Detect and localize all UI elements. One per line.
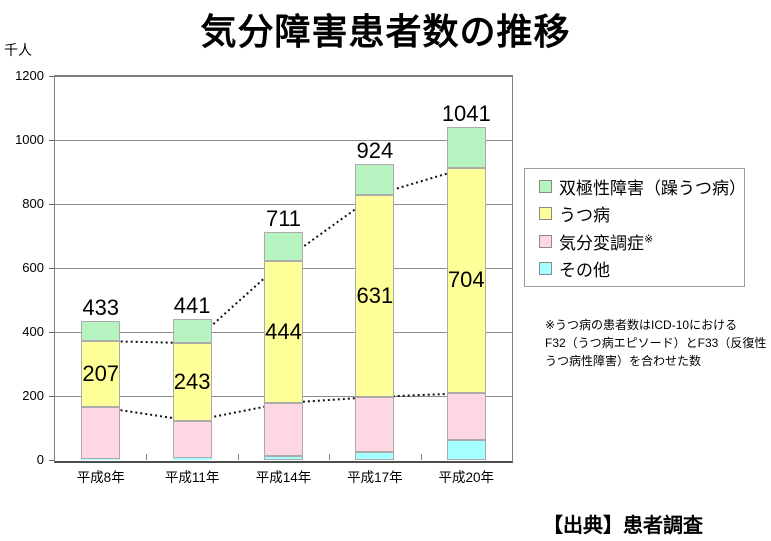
legend-swatch-icon bbox=[539, 180, 552, 194]
x-axis-label: 平成20年 bbox=[438, 470, 495, 485]
legend-item-label: 気分変調症※ bbox=[559, 232, 654, 253]
bar-total-label: 924 bbox=[356, 138, 394, 164]
trend-dotted-line-0 bbox=[100, 166, 467, 345]
y-axis-tick-label: 200 bbox=[22, 388, 44, 403]
x-axis-label: 平成11年 bbox=[164, 470, 220, 485]
x-axis-tick-mark bbox=[329, 454, 331, 460]
bar-segment-気分変調症 bbox=[446, 393, 486, 440]
legend-item-0: 双極性障害（躁うつ病） bbox=[539, 175, 746, 199]
y-axis-tick-label: 600 bbox=[22, 260, 44, 275]
y-axis-tick-mark bbox=[49, 331, 54, 333]
bar-segment-うつ病 bbox=[446, 167, 486, 394]
y-axis-tick-mark bbox=[49, 267, 54, 269]
bar-total-label: 441 bbox=[173, 292, 211, 318]
bar-segment-気分変調症 bbox=[355, 396, 395, 452]
legend-swatch-icon bbox=[539, 207, 552, 221]
x-axis-tick-mark bbox=[237, 454, 239, 460]
bar-segment-うつ病 bbox=[172, 343, 212, 421]
legend-item-label: うつ病 bbox=[559, 206, 610, 226]
x-axis-label: 平成17年 bbox=[347, 470, 403, 485]
bar-segment-その他 bbox=[172, 458, 212, 460]
bar-total-label: 711 bbox=[265, 206, 302, 232]
bar-value-label: 243 bbox=[173, 369, 211, 395]
y-axis-tick-label: 1200 bbox=[15, 68, 44, 83]
legend-item-2: 気分変調症※ bbox=[539, 229, 744, 253]
source-citation: 【出典】患者調査 bbox=[543, 515, 703, 537]
bar-segment-双極性障害（躁うつ病） bbox=[81, 321, 121, 341]
y-axis-tick-mark bbox=[49, 395, 54, 397]
bar-total-label: 433 bbox=[82, 295, 120, 321]
y-axis-tick-label: 800 bbox=[22, 196, 44, 211]
chart-title: 気分障害患者数の推移 bbox=[200, 11, 571, 52]
y-axis-unit-label: 千人 bbox=[4, 42, 32, 58]
x-axis-label: 平成14年 bbox=[255, 470, 312, 485]
bar-segment-気分変調症 bbox=[264, 403, 303, 456]
bar-segment-気分変調症 bbox=[81, 407, 121, 460]
x-axis-tick-mark bbox=[420, 454, 422, 460]
bar-value-label: 704 bbox=[447, 267, 485, 293]
legend-item-label: その他 bbox=[559, 260, 610, 280]
bar-segment-その他 bbox=[264, 455, 303, 460]
bar-segment-その他 bbox=[355, 452, 395, 460]
footnote-note: ※うつ病の患者数はICD-10における F32（うつ病エピソード）とF33（反復… bbox=[545, 318, 767, 368]
chart-legend: 双極性障害（躁うつ病） うつ病気分変調症※ その他 bbox=[524, 168, 746, 287]
bar-value-label: 631 bbox=[356, 283, 394, 308]
y-axis-tick-mark bbox=[49, 139, 54, 141]
gridline-800 bbox=[55, 203, 512, 205]
legend-footnote-marker: ※ bbox=[644, 232, 654, 245]
legend-swatch-icon bbox=[539, 234, 552, 248]
bar-value-label: 444 bbox=[265, 319, 302, 344]
y-axis-tick-label: 1000 bbox=[15, 132, 44, 147]
bar-segment-うつ病 bbox=[355, 195, 395, 397]
legend-item-label: 双極性障害（躁うつ病） bbox=[559, 179, 746, 199]
legend-swatch-icon bbox=[539, 261, 552, 275]
y-axis-tick-mark bbox=[49, 203, 54, 205]
legend-item-1: うつ病 bbox=[539, 202, 744, 226]
y-axis-tick-label: 400 bbox=[22, 324, 44, 339]
bar-segment-その他 bbox=[81, 459, 121, 460]
bar-segment-うつ病 bbox=[81, 340, 121, 408]
bar-segment-うつ病 bbox=[264, 260, 303, 404]
bar-total-label: 1041 bbox=[441, 100, 491, 126]
bar-segment-双極性障害（躁うつ病） bbox=[446, 126, 486, 168]
bar-segment-双極性障害（躁うつ病） bbox=[355, 164, 395, 196]
x-axis-label: 平成8年 bbox=[76, 470, 125, 485]
bar-segment-気分変調症 bbox=[172, 420, 212, 459]
x-axis-tick-mark bbox=[146, 454, 148, 460]
bar-segment-その他 bbox=[446, 439, 486, 460]
y-axis-tick-mark bbox=[49, 75, 54, 77]
legend-item-3: その他 bbox=[539, 256, 744, 280]
bar-segment-双極性障害（躁うつ病） bbox=[264, 232, 303, 261]
bar-value-label: 207 bbox=[82, 361, 120, 387]
y-axis-tick-mark bbox=[49, 459, 54, 461]
y-axis-tick-label: 0 bbox=[36, 452, 44, 467]
bar-segment-双極性障害（躁うつ病） bbox=[172, 318, 212, 344]
gridline-1000 bbox=[55, 139, 512, 141]
